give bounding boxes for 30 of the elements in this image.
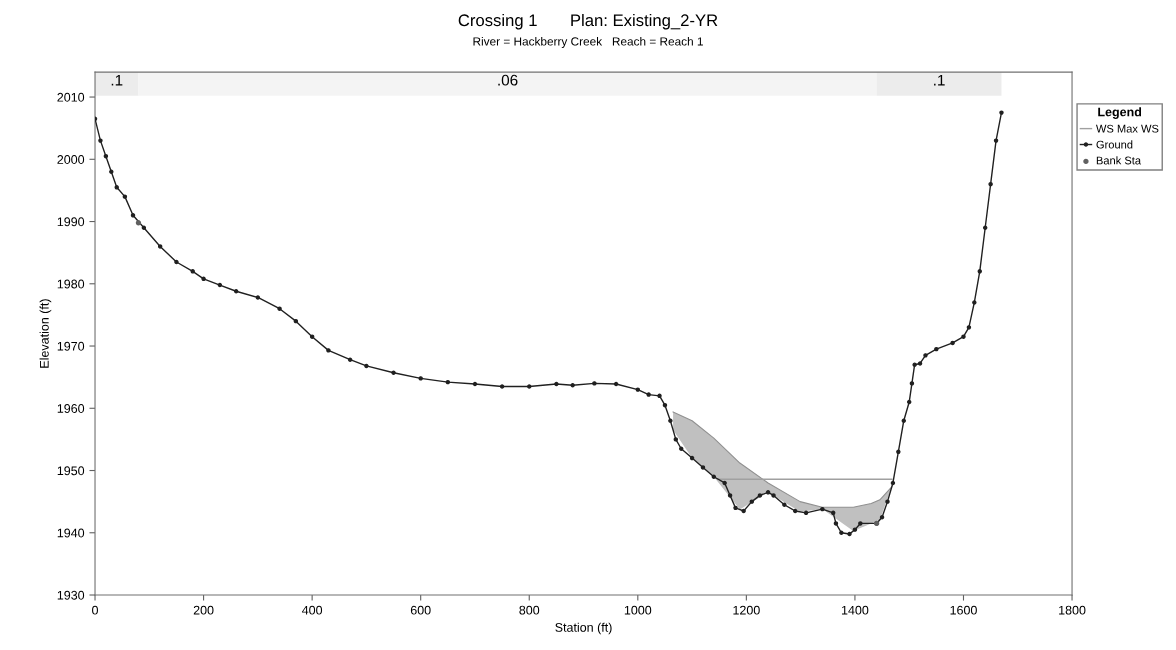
chart-subtitle: River = Hackberry Creek Reach = Reach 1 <box>473 36 703 48</box>
x-tick-label: 600 <box>410 605 431 615</box>
x-tick-label: 0 <box>92 605 99 615</box>
y-tick-label: 1960 <box>57 404 85 413</box>
x-tick-label: 1000 <box>624 605 652 615</box>
y-tick-label: 2010 <box>57 92 85 102</box>
chart-title: Crossing 1 Plan: Existing_2-YR <box>458 13 718 30</box>
y-tick-label: 1970 <box>57 341 85 351</box>
x-tick-label: 400 <box>302 605 323 615</box>
x-tick-label: 1400 <box>841 605 869 615</box>
x-tick-label: 1600 <box>950 605 977 615</box>
x-tick-label: 1200 <box>733 605 760 615</box>
y-tick-label: 1950 <box>57 466 85 476</box>
legend-title: Legend <box>1098 107 1142 119</box>
band-label: .1 <box>111 74 123 86</box>
band-label: .06 <box>498 74 518 86</box>
x-tick-label: 200 <box>193 605 214 615</box>
y-tick-label: 1990 <box>57 217 85 227</box>
y-tick-label: 1940 <box>57 528 85 538</box>
band-label: .1 <box>934 74 945 86</box>
legend-label: Ground <box>1096 140 1133 149</box>
y-tick-label: 1930 <box>57 590 85 600</box>
y-tick-label: 2000 <box>57 155 85 164</box>
y-tick-label: 1980 <box>57 279 85 289</box>
legend-label: Bank Sta <box>1096 156 1142 165</box>
x-tick-label: 800 <box>519 605 540 615</box>
x-tick-label: 1800 <box>1059 605 1086 615</box>
x-axis-title: Station (ft) <box>555 622 612 635</box>
y-axis-title: Elevation (ft) <box>39 299 52 368</box>
legend-label: WS Max WS <box>1095 124 1159 133</box>
